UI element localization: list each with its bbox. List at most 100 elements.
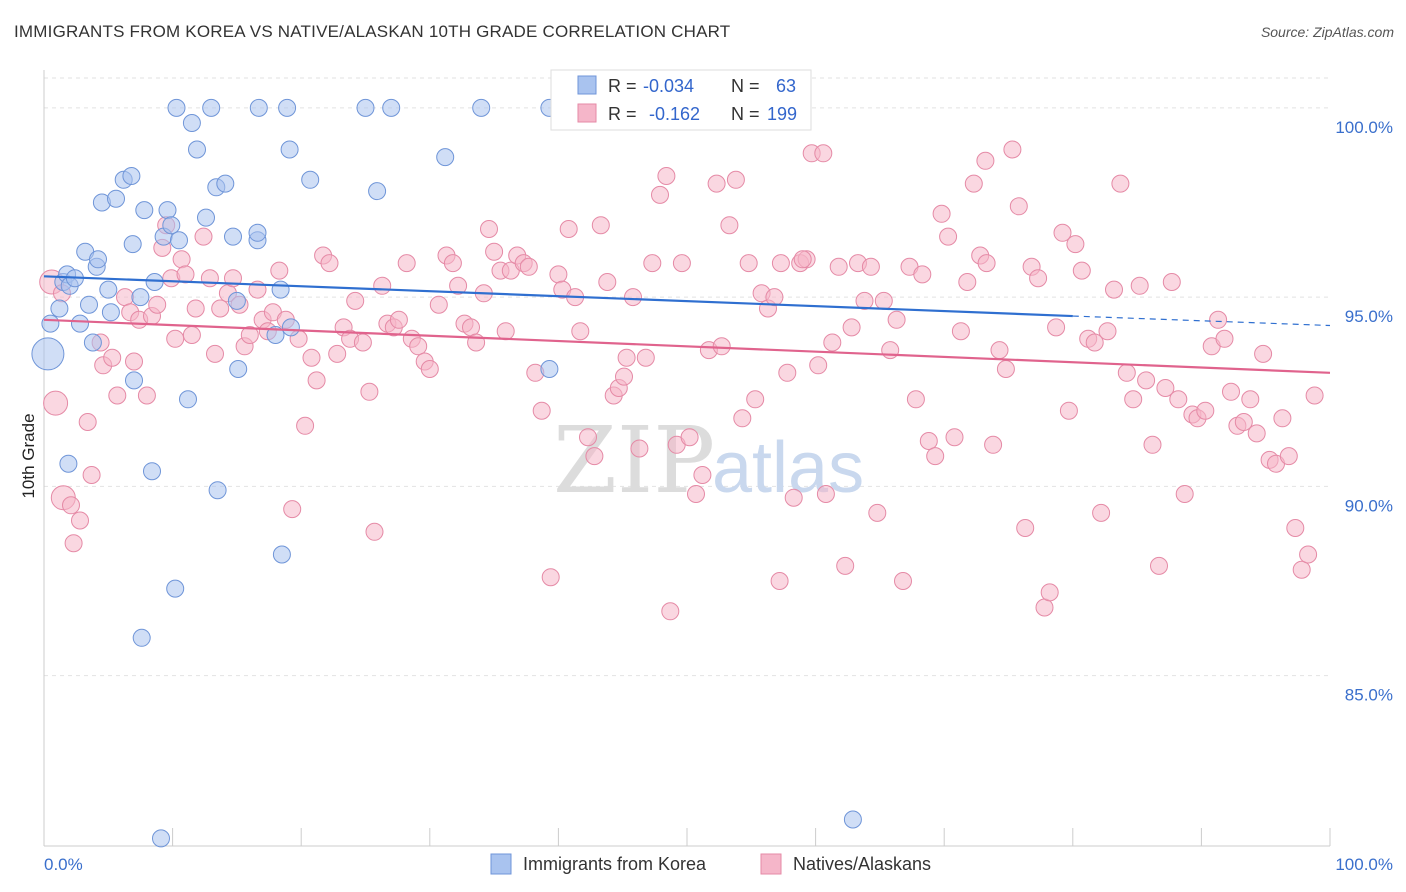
legend-n-label-korea: N = (731, 76, 760, 96)
data-point (194, 227, 213, 246)
data-point (158, 201, 177, 220)
data-point (1085, 333, 1104, 352)
data-point (1150, 556, 1168, 575)
data-point (167, 98, 186, 117)
x-tick-label-0: 0.0% (44, 855, 83, 874)
data-point (1247, 424, 1266, 443)
data-point (906, 390, 925, 409)
data-point (206, 344, 224, 363)
data-point (672, 254, 691, 273)
data-point (1279, 447, 1298, 466)
data-point (1234, 413, 1253, 431)
data-point (1040, 583, 1059, 602)
data-point (1196, 401, 1215, 420)
data-point (1175, 485, 1194, 503)
data-point (271, 280, 290, 299)
data-point (62, 496, 80, 515)
data-point (82, 466, 101, 484)
data-point (765, 288, 784, 307)
data-point (1169, 390, 1188, 409)
data-point (913, 265, 932, 284)
data-point (809, 356, 828, 375)
data-point (1029, 269, 1048, 288)
data-point (559, 220, 578, 238)
data-point (103, 348, 122, 367)
data-point (135, 201, 154, 220)
data-point (1003, 140, 1022, 159)
data-point (532, 401, 551, 420)
data-point (78, 413, 97, 431)
data-point (301, 170, 320, 189)
data-point (771, 254, 790, 273)
data-point (1092, 503, 1111, 522)
data-point (945, 428, 964, 447)
legend-n-value-korea: 63 (776, 76, 796, 96)
data-point (409, 337, 428, 356)
data-point (1047, 318, 1066, 337)
data-point (814, 144, 833, 163)
x-tick-labels: 0.0% 100.0% (44, 855, 1393, 874)
data-point (1066, 235, 1085, 254)
data-point (176, 265, 195, 284)
data-point (152, 829, 170, 848)
data-point (429, 295, 448, 314)
data-point (990, 341, 1009, 360)
data-point (720, 216, 739, 235)
data-point (784, 488, 803, 507)
data-point (1162, 273, 1181, 291)
data-point (976, 151, 995, 170)
data-point (1059, 401, 1078, 420)
data-point (320, 254, 339, 273)
data-point (64, 534, 83, 553)
data-point (208, 481, 227, 500)
data-point (227, 291, 246, 310)
data-point (50, 299, 69, 318)
data-point (1137, 371, 1156, 390)
data-point (89, 250, 107, 269)
data-point (116, 288, 134, 307)
data-point (657, 167, 676, 185)
data-point (868, 503, 887, 522)
data-point (843, 810, 862, 829)
data-point (270, 261, 289, 280)
data-point (855, 291, 874, 310)
y-tick-labels: 100.0% 95.0% 90.0% 85.0% (1335, 118, 1393, 705)
data-point (131, 288, 150, 307)
data-point (778, 363, 797, 382)
data-point (249, 98, 268, 117)
legend-r-value-korea: -0.034 (643, 76, 694, 96)
bottom-legend-label-natives: Natives/Alaskans (793, 854, 931, 874)
data-point (1111, 174, 1130, 193)
data-point (83, 333, 102, 352)
data-point (1292, 560, 1311, 579)
y-axis-label: 10th Grade (19, 413, 38, 498)
data-point (278, 98, 297, 117)
data-point (59, 454, 78, 473)
data-point (365, 522, 384, 541)
data-point (122, 167, 141, 185)
data-point (389, 310, 408, 329)
data-point (99, 280, 118, 299)
trend-line-series-0 (43, 275, 1073, 318)
data-point (280, 140, 299, 159)
data-point (137, 386, 156, 405)
data-point (1305, 386, 1324, 405)
data-point (1035, 598, 1054, 617)
data-point (746, 390, 765, 409)
data-point (80, 295, 98, 314)
legend-swatch-korea (577, 75, 597, 95)
data-point (132, 628, 151, 647)
data-point (1098, 322, 1117, 341)
data-point (624, 288, 642, 307)
data-point (707, 174, 726, 193)
data-point (591, 216, 610, 235)
data-point (598, 273, 617, 291)
data-point (579, 428, 597, 447)
trend-line-extension-series-0 (1072, 315, 1331, 327)
data-point (200, 269, 219, 288)
bottom-legend-label-korea: Immigrants from Korea (523, 854, 707, 874)
data-point (585, 447, 604, 466)
data-point (480, 220, 498, 238)
data-point (281, 318, 300, 337)
